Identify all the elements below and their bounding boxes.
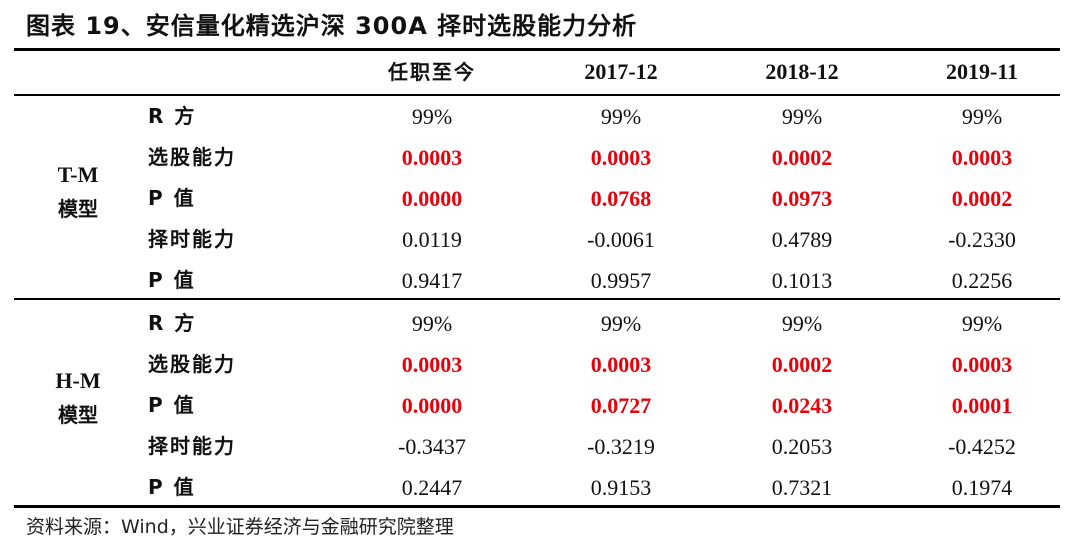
column-header-2018-12: 2018-12	[765, 59, 839, 84]
table-cell: 0.0002	[951, 186, 1013, 211]
table-cell: 0.0003	[401, 145, 463, 170]
table-row: P 值 0.0000 0.0727 0.0243 0.0001	[0, 385, 1080, 426]
group-label-hm-line2: 模型	[58, 403, 98, 427]
table-cell: 99%	[961, 104, 1003, 129]
page-title: 图表 19、安信量化精选沪深 300A 择时选股能力分析	[26, 12, 638, 40]
table-cell: 0.2447	[401, 475, 463, 500]
table-row: P 值 0.9417 0.9957 0.1013 0.2256	[0, 260, 1080, 301]
group-label-tm-line2: 模型	[58, 197, 98, 221]
table-cell: 0.0727	[590, 393, 652, 418]
table-cell: 0.0768	[590, 186, 652, 211]
table-cell: 0.4789	[771, 227, 833, 252]
table-row: R 方 99% 99% 99% 99%	[0, 96, 1080, 137]
table-cell: 0.9417	[401, 268, 463, 293]
group-label-tm: T-M 模型	[38, 158, 118, 226]
table-cell: 99%	[411, 311, 453, 336]
table-cell: 0.7321	[771, 475, 833, 500]
table-row: 选股能力 0.0003 0.0003 0.0002 0.0003	[0, 344, 1080, 385]
column-header-tenure: 任职至今	[388, 60, 476, 84]
table-bottom-rule	[14, 505, 1060, 508]
table-cell: 0.0003	[590, 352, 652, 377]
table-cell: 99%	[781, 104, 823, 129]
row-metric-label: R 方	[148, 104, 197, 128]
table-cell: 0.0000	[401, 186, 463, 211]
table-cell: 99%	[781, 311, 823, 336]
row-metric-label: 择时能力	[148, 434, 236, 458]
table-cell: 0.9153	[590, 475, 652, 500]
table-cell: 0.0001	[951, 393, 1013, 418]
table-row: 选股能力 0.0003 0.0003 0.0002 0.0003	[0, 137, 1080, 178]
table-cell: 0.1974	[951, 475, 1013, 500]
row-metric-label: P 值	[148, 475, 196, 499]
table-row: P 值 0.2447 0.9153 0.7321 0.1974	[0, 467, 1080, 508]
column-header-2017-12: 2017-12	[584, 59, 658, 84]
table-cell: 0.0003	[590, 145, 652, 170]
group-divider-rule	[14, 298, 1060, 300]
table-row: 择时能力 0.0119 -0.0061 0.4789 -0.2330	[0, 219, 1080, 260]
row-metric-label: P 值	[148, 393, 196, 417]
group-label-tm-line1: T-M	[57, 162, 99, 187]
table-cell: 99%	[961, 311, 1003, 336]
row-metric-label: 选股能力	[148, 145, 236, 169]
row-metric-label: P 值	[148, 268, 196, 292]
table-cell: 0.0973	[771, 186, 833, 211]
table-cell: -0.2330	[948, 227, 1016, 252]
table-cell: 0.0002	[771, 145, 833, 170]
table-row: P 值 0.0000 0.0768 0.0973 0.0002	[0, 178, 1080, 219]
row-metric-label: 选股能力	[148, 352, 236, 376]
table-cell: 0.0243	[771, 393, 833, 418]
source-note: 资料来源：Wind，兴业证券经济与金融研究院整理	[26, 516, 454, 538]
group-label-hm-line1: H-M	[55, 368, 101, 393]
table-cell: 99%	[600, 104, 642, 129]
table-row: 择时能力 -0.3437 -0.3219 0.2053 -0.4252	[0, 426, 1080, 467]
table-cell: -0.0061	[587, 227, 655, 252]
table-cell: 0.2256	[951, 268, 1013, 293]
row-metric-label: 择时能力	[148, 227, 236, 251]
table-cell: -0.3437	[398, 434, 466, 459]
table-cell: -0.4252	[948, 434, 1016, 459]
group-label-hm: H-M 模型	[38, 364, 118, 432]
row-metric-label: P 值	[148, 186, 196, 210]
table-cell: 0.2053	[771, 434, 833, 459]
table-cell: 0.0003	[951, 145, 1013, 170]
table-cell: 0.1013	[771, 268, 833, 293]
header-divider-rule	[14, 94, 1060, 96]
table-top-rule	[14, 48, 1060, 51]
row-metric-label: R 方	[148, 311, 197, 335]
table-cell: 99%	[600, 311, 642, 336]
table-cell: -0.3219	[587, 434, 655, 459]
table-cell: 0.0003	[951, 352, 1013, 377]
column-header-2019-11: 2019-11	[945, 59, 1019, 84]
table-cell: 0.0000	[401, 393, 463, 418]
table-cell: 0.0003	[401, 352, 463, 377]
table-cell: 99%	[411, 104, 453, 129]
table-row: R 方 99% 99% 99% 99%	[0, 303, 1080, 344]
table-cell: 0.0002	[771, 352, 833, 377]
table-cell: 0.0119	[402, 227, 462, 252]
table-cell: 0.9957	[590, 268, 652, 293]
